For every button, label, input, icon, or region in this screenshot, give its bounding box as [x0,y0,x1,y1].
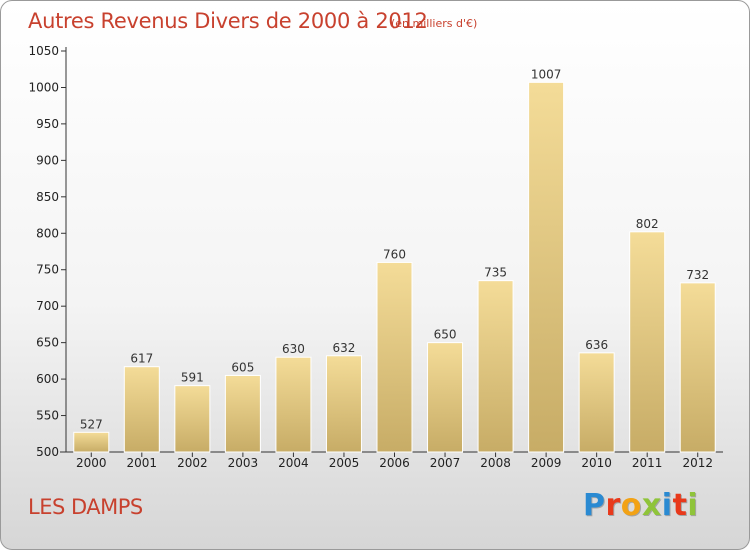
y-tick-label: 500 [36,445,59,459]
x-tick-label: 2007 [430,456,461,470]
bar-2007 [427,342,464,453]
brand-logo: Proxiti [583,488,698,523]
chart-subtitle: (en milliers d'€) [391,17,478,30]
y-tick-label: 750 [36,263,59,277]
value-label: 617 [130,352,153,366]
x-tick-label: 2004 [278,456,309,470]
bar-2008 [477,280,514,453]
y-tick-label: 1000 [28,80,59,94]
bar-2003 [224,374,261,453]
city-name: LES DAMPS [28,495,143,519]
bar-2006 [376,261,413,453]
x-tick-label: 2012 [682,456,713,470]
y-tick-label: 1050 [28,44,59,58]
bar-2010 [578,352,615,453]
brand-letter: r [605,488,621,523]
value-label: 630 [282,342,305,356]
x-tick-label: 2008 [480,456,511,470]
chart-bars [73,81,716,453]
value-label: 527 [80,417,103,431]
bar-2011 [629,231,666,453]
value-label: 650 [434,328,457,342]
bar-2000 [73,431,110,453]
value-label: 591 [181,371,204,385]
value-label: 732 [686,268,709,282]
y-tick-label: 850 [36,190,59,204]
bar-2004 [275,356,312,453]
value-label: 802 [636,217,659,231]
y-tick-label: 650 [36,336,59,350]
x-tick-label: 2011 [632,456,663,470]
x-tick-label: 2010 [581,456,612,470]
value-label: 605 [231,360,254,374]
y-tick-label: 950 [36,117,59,131]
y-tick-label: 600 [36,372,59,386]
value-label: 1007 [531,67,562,81]
brand-letter: o [620,488,642,523]
value-label: 632 [333,341,356,355]
chart-title: Autres Revenus Divers de 2000 à 2012 [28,9,428,33]
value-label: 735 [484,266,507,280]
bar-2012 [679,282,716,453]
x-tick-label: 2005 [329,456,360,470]
bar-2005 [325,355,362,453]
y-tick-label: 800 [36,226,59,240]
x-tick-label: 2009 [531,456,562,470]
brand-letter: i [661,488,673,523]
brand-letter: i [687,488,699,523]
x-tick-label: 2002 [177,456,208,470]
brand-letter: t [672,488,688,523]
bar-2009 [528,81,565,453]
bar-2002 [174,385,211,453]
chart-labels: 2000 527 2001 617 2002 591 2003 605 2004 630 2005 6… [76,67,713,470]
x-tick-label: 2003 [228,456,259,470]
x-tick-label: 2000 [76,456,107,470]
bar-2001 [123,366,160,453]
y-tick-label: 700 [36,299,59,313]
value-label: 760 [383,247,406,261]
brand-letter: P [583,488,606,523]
y-tick-label: 550 [36,409,59,423]
y-tick-label: 900 [36,153,59,167]
x-tick-label: 2001 [127,456,158,470]
chart-axes: 500 550 600 650 700 750 800 850 900 950 1000 1050 [28,44,723,459]
x-tick-label: 2006 [379,456,410,470]
brand-letter: x [641,488,662,523]
value-label: 636 [585,338,608,352]
